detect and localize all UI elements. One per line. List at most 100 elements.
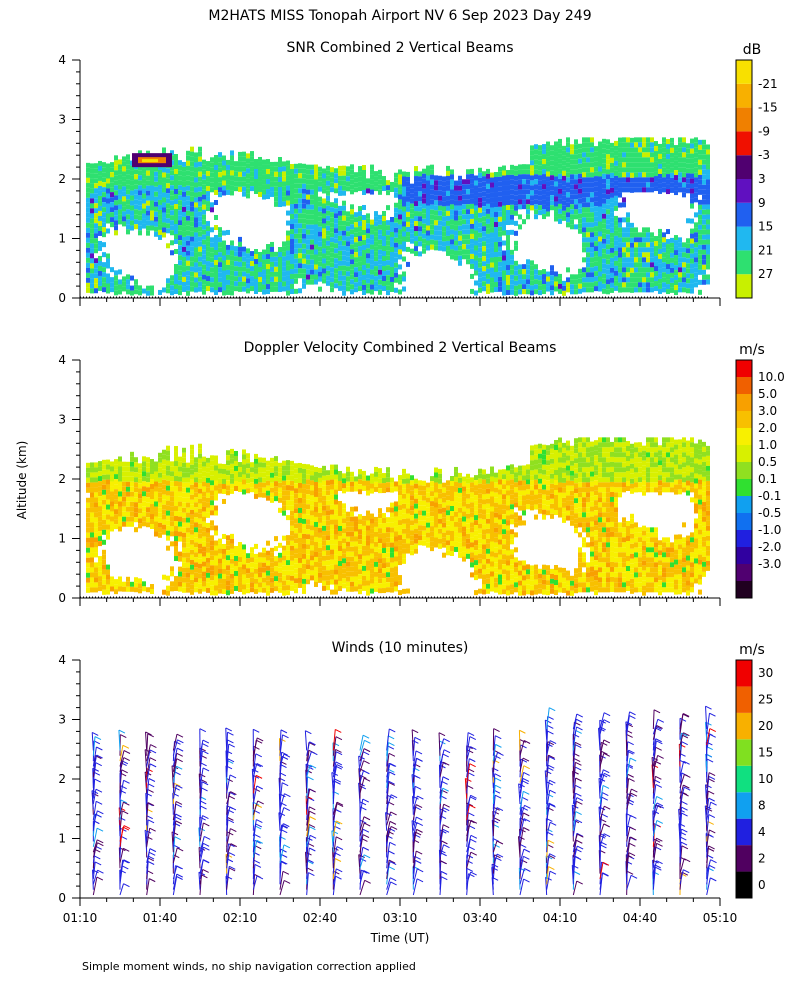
heatmap-cell: [314, 179, 318, 185]
heatmap-cell: [314, 466, 318, 472]
heatmap-cell: [226, 490, 230, 496]
heatmap-cell: [454, 230, 458, 236]
heatmap-cell: [330, 267, 334, 273]
heatmap-cell: [646, 272, 650, 278]
heatmap-cell: [470, 238, 474, 244]
heatmap-cell: [530, 160, 534, 166]
heatmap-cell: [510, 249, 514, 255]
heatmap-cell: [302, 473, 306, 479]
heatmap-cell: [178, 280, 182, 286]
heatmap-cell: [254, 264, 258, 270]
heatmap-cell: [174, 531, 178, 537]
heatmap-cell: [314, 516, 318, 522]
heatmap-cell: [382, 176, 386, 182]
heatmap-cell: [250, 552, 254, 558]
heatmap-cell: [178, 461, 182, 467]
heatmap-cell: [254, 558, 258, 564]
heatmap-cell: [194, 547, 198, 553]
heatmap-cell: [354, 556, 358, 562]
heatmap-cell: [222, 275, 226, 281]
heatmap-cell: [146, 185, 150, 191]
heatmap-cell: [638, 232, 642, 238]
heatmap-cell: [322, 233, 326, 239]
heatmap-cell: [274, 166, 278, 172]
heatmap-cell: [202, 476, 206, 482]
heatmap-cell: [362, 470, 366, 476]
heatmap-cell: [650, 282, 654, 288]
heatmap-cell: [586, 232, 590, 238]
heatmap-cell: [350, 571, 354, 577]
heatmap-cell: [610, 232, 614, 238]
heatmap-cell: [342, 513, 346, 519]
heatmap-cell: [238, 171, 242, 177]
heatmap-cell: [458, 250, 462, 256]
heatmap-cell: [294, 588, 298, 594]
heatmap-cell: [326, 245, 330, 251]
heatmap-cell: [258, 281, 262, 287]
heatmap-cell: [314, 536, 318, 542]
heatmap-cell: [666, 149, 670, 155]
heatmap-cell: [166, 455, 170, 461]
heatmap-cell: [162, 494, 166, 500]
heatmap-cell: [286, 545, 290, 551]
heatmap-cell: [138, 483, 142, 489]
heatmap-cell: [394, 227, 398, 233]
heatmap-cell: [222, 478, 226, 484]
heatmap-cell: [198, 181, 202, 187]
heatmap-cell: [102, 187, 106, 193]
heatmap-cell: [118, 269, 122, 275]
y-tick-label: 1: [58, 232, 66, 246]
heatmap-cell: [306, 559, 310, 565]
heatmap-cell: [270, 281, 274, 287]
heatmap-cell: [702, 234, 706, 240]
heatmap-cell: [306, 544, 310, 550]
heatmap-cell: [102, 554, 106, 560]
heatmap-cell: [698, 259, 702, 265]
heatmap-cell: [686, 283, 690, 289]
heatmap-cell: [318, 201, 322, 207]
heatmap-cell: [318, 181, 322, 187]
heatmap-cell: [122, 191, 126, 197]
heatmap-cell: [398, 289, 402, 295]
heatmap-cell: [194, 502, 198, 508]
heatmap-cell: [130, 476, 134, 482]
heatmap-cell: [314, 194, 318, 200]
heatmap-cell: [654, 156, 658, 162]
heatmap-cell: [514, 245, 518, 251]
heatmap-cell: [146, 165, 150, 171]
heatmap-cell: [230, 543, 234, 549]
heatmap-cell: [526, 204, 530, 210]
heatmap-cell: [550, 175, 554, 181]
heatmap-cell: [702, 259, 706, 265]
heatmap-cell: [186, 517, 190, 523]
heatmap-cell: [534, 174, 538, 180]
heatmap-cell: [298, 268, 302, 274]
heatmap-cell: [590, 282, 594, 288]
heatmap-cell: [278, 267, 282, 273]
heatmap-cell: [578, 173, 582, 179]
heatmap-cell: [198, 463, 202, 469]
heatmap-cell: [142, 203, 146, 209]
heatmap-cell: [422, 218, 426, 224]
heatmap-cell: [310, 555, 314, 561]
heatmap-cell: [146, 170, 150, 176]
heatmap-cell: [606, 279, 610, 285]
heatmap-cell: [510, 229, 514, 235]
heatmap-cell: [106, 499, 110, 505]
heatmap-cell: [194, 162, 198, 168]
heatmap-cell: [434, 205, 438, 211]
heatmap-cell: [602, 218, 606, 224]
heatmap-cell: [370, 254, 374, 260]
heatmap-cell: [674, 255, 678, 261]
heatmap-cell: [658, 288, 662, 294]
heatmap-cell: [242, 589, 246, 595]
heatmap-cell: [426, 190, 430, 196]
heatmap-cell: [634, 167, 638, 173]
heatmap-cell: [654, 146, 658, 152]
heatmap-cell: [626, 282, 630, 288]
heatmap-cell: [462, 204, 466, 210]
heatmap-cell: [294, 253, 298, 259]
heatmap-cell: [198, 543, 202, 549]
heatmap-cell: [370, 473, 374, 479]
heatmap-cell: [602, 238, 606, 244]
